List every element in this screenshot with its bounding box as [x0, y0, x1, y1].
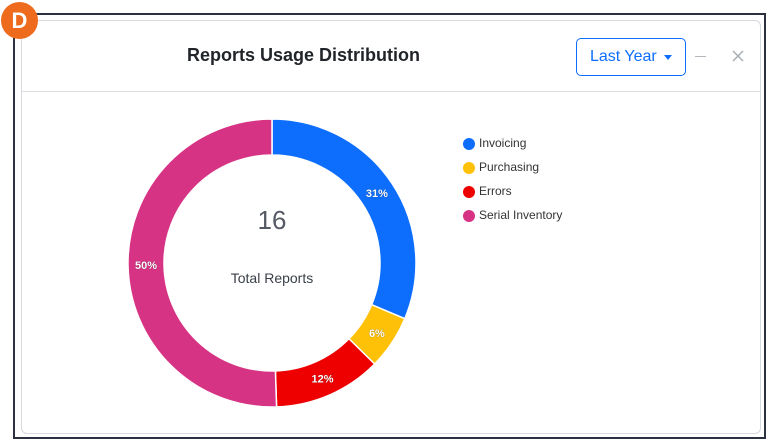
legend-dot-icon — [463, 210, 475, 222]
slice-data-label: 6% — [369, 328, 385, 340]
center-total-value: 16 — [258, 205, 287, 235]
section-badge: D — [1, 2, 38, 39]
slice-data-label: 50% — [135, 260, 157, 272]
legend-label: Purchasing — [479, 160, 540, 174]
close-button[interactable] — [730, 48, 746, 64]
period-dropdown[interactable]: Last Year — [576, 38, 686, 76]
legend-dot-icon — [463, 138, 475, 150]
card-header: Reports Usage Distribution Last Year — [22, 21, 760, 92]
slice-data-label: 12% — [312, 373, 334, 385]
card-title: Reports Usage Distribution — [186, 45, 421, 65]
minus-icon — [695, 56, 706, 57]
minimize-button[interactable] — [690, 46, 710, 66]
legend-label: Errors — [479, 184, 512, 198]
center-total-label: Total Reports — [231, 270, 313, 286]
chart-card: Reports Usage Distribution Last Year 31%… — [21, 20, 761, 434]
donut-chart: 31% 6% 12% 50% 16 Total Reports — [127, 118, 417, 408]
close-icon — [732, 50, 744, 62]
legend-label: Invoicing — [479, 136, 527, 150]
slice-data-label: 31% — [366, 188, 388, 200]
donut-slice-invoicing[interactable] — [271, 118, 417, 320]
caret-down-icon — [664, 55, 672, 60]
legend-dot-icon — [463, 186, 475, 198]
legend-label: Serial Inventory — [479, 208, 563, 222]
period-dropdown-label: Last Year — [590, 48, 657, 65]
legend-dot-icon — [463, 162, 475, 174]
donut-slice-serial-inventory[interactable] — [127, 118, 278, 408]
